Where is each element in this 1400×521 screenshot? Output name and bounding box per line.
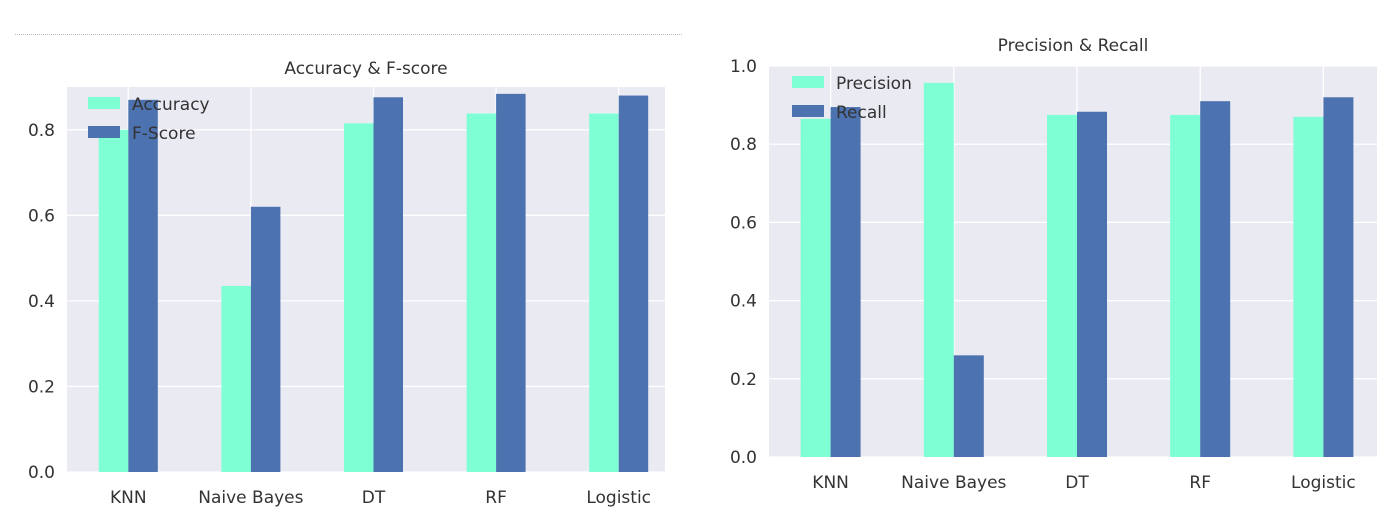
x-tick-label: DT	[1065, 473, 1089, 493]
bar-accuracy-naive-bayes	[221, 285, 251, 472]
legend-swatch	[88, 97, 120, 109]
bar-f-score-naive-bayes	[250, 206, 281, 472]
bar-precision-naive-bayes	[923, 82, 954, 458]
bar-precision-logistic	[1293, 116, 1324, 457]
x-tick-label: RF	[485, 488, 507, 508]
y-tick-label: 0.8	[28, 121, 55, 141]
bar-recall-logistic	[1323, 97, 1354, 457]
bar-f-score-logistic	[618, 95, 649, 473]
bar-f-score-dt	[373, 97, 403, 473]
legend-swatch	[792, 76, 824, 88]
legend-label: F-Score	[132, 124, 196, 144]
y-tick-label: 0.4	[730, 292, 757, 312]
bar-f-score-knn	[128, 99, 158, 472]
legend-label: Recall	[836, 103, 887, 123]
bar-recall-dt	[1077, 111, 1107, 457]
chart-title: Precision & Recall	[998, 36, 1149, 56]
bar-accuracy-logistic	[589, 113, 619, 473]
bar-accuracy-dt	[344, 123, 374, 472]
x-tick-label: RF	[1189, 473, 1211, 493]
bar-recall-naive-bayes	[953, 355, 984, 457]
x-tick-label: Naive Bayes	[198, 488, 303, 508]
bar-f-score-rf	[496, 93, 526, 472]
legend-swatch	[88, 126, 120, 138]
bar-recall-rf	[1200, 101, 1231, 457]
bar-accuracy-knn	[98, 129, 129, 472]
x-tick-label: Logistic	[1291, 473, 1356, 493]
y-tick-label: 0.6	[730, 213, 757, 233]
bar-precision-knn	[800, 118, 831, 457]
y-tick-label: 0.0	[28, 463, 55, 483]
y-tick-label: 0.2	[28, 377, 55, 397]
bar-precision-rf	[1170, 114, 1201, 457]
x-tick-label: Logistic	[586, 488, 651, 508]
accuracy-fscore-chart: 0.0 0.2 0.4 0.6 0.8 KNN Naive Bayes DT RF Logisti…	[28, 59, 665, 508]
legend-label: Accuracy	[132, 95, 210, 115]
y-tick-label: 0.2	[730, 370, 757, 390]
y-tick-label: 0.8	[730, 135, 757, 155]
y-tick-label: 1.0	[730, 57, 757, 77]
precision-recall-chart: 0.0 0.2 0.4 0.6 0.8 1.0 KNN Naive Bayes DT RF Logi…	[730, 36, 1377, 493]
x-tick-label: KNN	[812, 473, 849, 493]
y-tick-label: 0.4	[28, 292, 55, 312]
legend-swatch	[792, 105, 824, 117]
top-divider-line	[15, 34, 682, 35]
y-tick-label: 0.0	[730, 448, 757, 468]
legend-label: Precision	[836, 74, 912, 94]
bar-accuracy-rf	[466, 113, 497, 473]
y-tick-label: 0.6	[28, 206, 55, 226]
bar-precision-dt	[1047, 114, 1077, 457]
chart-title: Accuracy & F-score	[284, 59, 447, 79]
bar-recall-knn	[830, 107, 861, 458]
x-tick-label: DT	[362, 488, 386, 508]
x-tick-label: KNN	[110, 488, 147, 508]
x-tick-label: Naive Bayes	[901, 473, 1006, 493]
